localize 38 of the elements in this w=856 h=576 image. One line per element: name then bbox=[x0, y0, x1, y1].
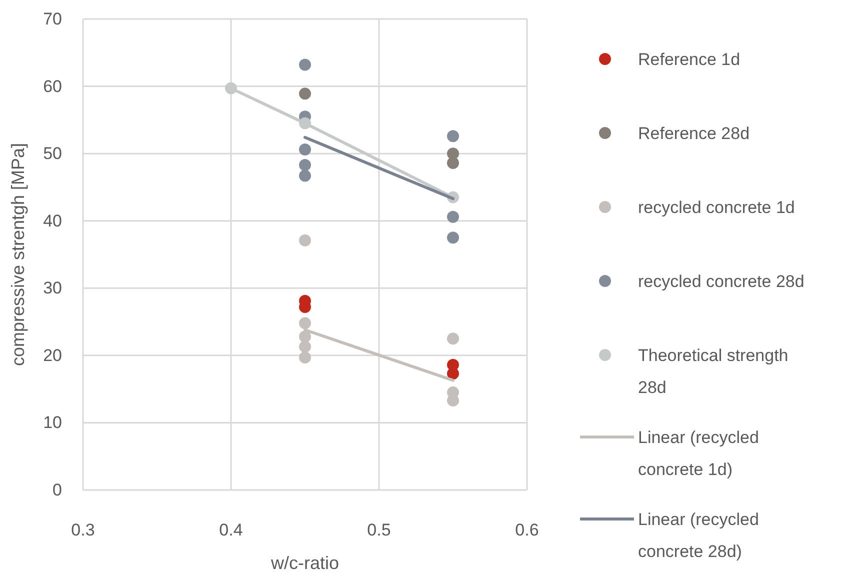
legend-label: recycled concrete 28d bbox=[638, 272, 804, 290]
point bbox=[299, 58, 311, 71]
y-tick-label: 0 bbox=[52, 480, 62, 500]
y-tick-label: 60 bbox=[43, 76, 62, 96]
point bbox=[299, 144, 311, 156]
point bbox=[299, 317, 311, 330]
point bbox=[447, 232, 459, 244]
x-tick-label: 0.5 bbox=[367, 520, 391, 540]
legend-label: recycled concrete 1d bbox=[638, 198, 795, 216]
point bbox=[447, 130, 459, 142]
y-axis-title: compressive strentgh [MPa] bbox=[8, 142, 28, 366]
x-tick-label: 0.4 bbox=[219, 520, 243, 540]
legend-label: Reference 28d bbox=[638, 124, 750, 142]
y-tick-label: 40 bbox=[43, 211, 62, 230]
legend-label: Linear (recycled concrete 1d) bbox=[638, 428, 759, 478]
y-tick-label: 10 bbox=[43, 413, 62, 432]
point bbox=[299, 351, 311, 364]
point bbox=[299, 88, 311, 100]
legend-label: Theoretical strength 28d bbox=[638, 346, 788, 396]
point bbox=[447, 156, 459, 169]
point bbox=[447, 332, 459, 345]
y-tick-label: 20 bbox=[43, 346, 62, 365]
point bbox=[299, 159, 311, 172]
x-tick-label: 0.6 bbox=[515, 520, 539, 540]
y-tick-label: 50 bbox=[43, 144, 62, 164]
point bbox=[299, 170, 311, 182]
x-axis-title: w/c-ratio bbox=[270, 553, 340, 573]
point bbox=[447, 368, 459, 380]
legend-label: Linear (recycled concrete 28d) bbox=[638, 510, 759, 560]
point bbox=[299, 234, 311, 246]
point bbox=[225, 82, 237, 94]
point bbox=[299, 117, 311, 130]
y-tick-label: 70 bbox=[43, 10, 62, 28]
y-tick-label: 30 bbox=[43, 278, 62, 298]
point bbox=[447, 210, 459, 223]
x-tick-label: 0.3 bbox=[71, 520, 95, 540]
legend-label: Reference 1d bbox=[638, 50, 740, 68]
point bbox=[299, 340, 311, 353]
